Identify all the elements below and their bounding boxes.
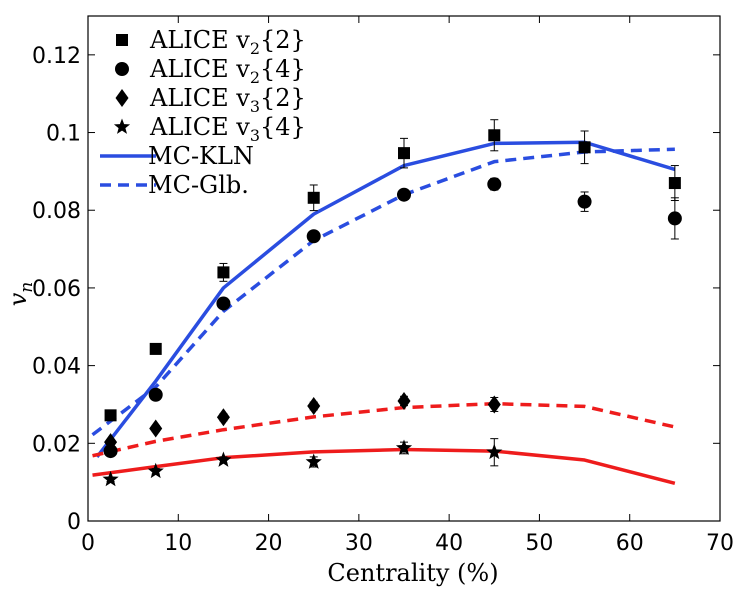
legend: ALICE v2{2}ALICE v2{4}ALICE v3{2}ALICE v…	[100, 26, 306, 199]
point-alice-v3-4	[102, 470, 119, 487]
legend-label: ALICE v2{2}	[149, 26, 306, 58]
y-tick-label: 0.04	[32, 355, 81, 380]
x-tick-label: 10	[164, 531, 192, 556]
x-tick-label: 60	[616, 531, 644, 556]
point-alice-v2-2	[668, 177, 681, 190]
y-tick-label: 0.12	[32, 44, 81, 69]
point-alice-v2-2	[149, 342, 162, 355]
y-axis-label-main: v	[4, 292, 32, 306]
y-axis-label-sub: n	[17, 282, 37, 293]
point-alice-v2-4	[397, 187, 411, 202]
point-alice-v2-2	[578, 141, 591, 154]
point-alice-v3-4	[486, 443, 503, 460]
series-line-v3-mc-kln	[92, 447, 676, 486]
legend-marker-circle	[115, 62, 129, 76]
series-layer	[91, 119, 682, 487]
x-tick-label: 30	[345, 531, 373, 556]
point-alice-v3-2	[307, 397, 321, 416]
point-alice-v2-4	[216, 296, 231, 311]
point-alice-v2-4	[577, 194, 592, 209]
point-alice-v2-2	[217, 266, 230, 279]
plot-frame	[87, 15, 721, 522]
legend-label: MC-KLN	[148, 142, 254, 170]
point-alice-v3-4	[395, 439, 413, 455]
y-tick-label: 0.06	[32, 277, 81, 302]
legend-marker-diamond	[115, 89, 129, 107]
legend-marker-square	[116, 34, 128, 46]
series-line-mc-kln	[95, 140, 676, 458]
legend-label: ALICE v3{2}	[149, 84, 306, 116]
legend-label: ALICE v2{4}	[149, 55, 306, 87]
y-tick-label: 0.02	[32, 432, 81, 457]
y-tick-label: 0	[67, 510, 81, 535]
point-alice-v2-2	[398, 147, 410, 160]
x-tick-label: 0	[81, 531, 95, 556]
plot-area	[87, 15, 721, 522]
point-alice-v2-2	[307, 191, 320, 204]
x-tick-label: 70	[706, 531, 734, 556]
point-alice-v2-4	[306, 229, 321, 244]
x-axis-label: Centrality (%)	[327, 559, 498, 587]
point-alice-v3-4	[147, 462, 164, 479]
point-alice-v3-2	[487, 395, 501, 414]
legend-marker-star	[113, 118, 131, 134]
axes-layer: 0 10 20 30 40 50 60 70 0 0.02 0.04 0.06 0.08 0.1 0.12	[32, 16, 734, 556]
x-tick-label: 40	[435, 531, 463, 556]
y-axis-label: vn	[4, 282, 37, 307]
point-alice-v3-2	[104, 433, 118, 452]
point-alice-v3-2	[149, 419, 163, 438]
point-alice-v2-4	[667, 211, 682, 226]
point-alice-v2-2	[488, 129, 501, 142]
y-tick-label: 0.08	[32, 199, 81, 224]
point-alice-v2-4	[148, 387, 163, 402]
point-alice-v2-2	[104, 409, 117, 422]
point-alice-v3-4	[215, 451, 232, 467]
point-alice-v3-4	[305, 453, 322, 469]
legend-label: ALICE v3{4}	[149, 113, 306, 145]
point-alice-v3-2	[397, 391, 411, 410]
x-tick-label: 50	[525, 531, 553, 556]
series-line-mc-glb-	[91, 147, 675, 437]
point-alice-v2-4	[487, 177, 502, 192]
legend-label: MC-Glb.	[148, 171, 249, 199]
series-line-v3-mc-glb-	[92, 401, 676, 458]
point-alice-v3-2	[216, 408, 230, 427]
x-tick-label: 20	[255, 531, 283, 556]
y-tick-label: 0.1	[46, 122, 81, 147]
